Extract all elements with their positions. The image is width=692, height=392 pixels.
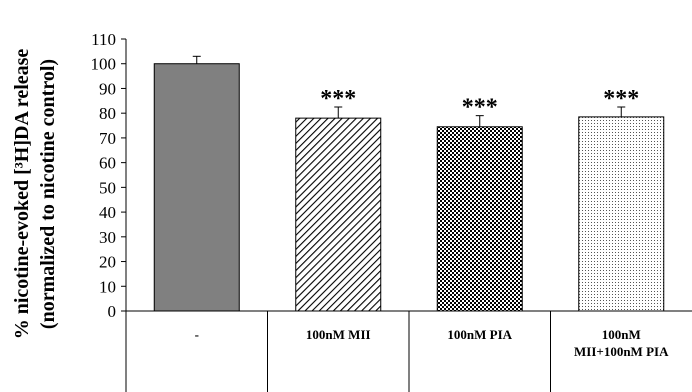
x-axis-table: - 100nM MII 100nM PIA 100nM MII+100nM PIA <box>125 310 692 392</box>
y-tick-label: 0 <box>108 302 117 321</box>
y-tick-label: 90 <box>99 79 116 98</box>
y-tick-label: 70 <box>99 129 116 148</box>
y-tick-label: 10 <box>99 277 116 296</box>
y-tick-label: 60 <box>99 154 116 173</box>
y-tick-label: 50 <box>99 178 116 197</box>
y-tick-label: 20 <box>99 253 116 272</box>
bar <box>295 117 382 312</box>
category-label: 100nM MII <box>306 327 371 342</box>
bar <box>153 63 240 312</box>
y-tick-label: 30 <box>99 228 116 247</box>
bars: *** *** *** <box>153 55 665 312</box>
y-tick-label: 40 <box>99 203 116 222</box>
category-label: 100nM <box>602 327 641 342</box>
category-label: MII+100nM PIA <box>574 344 669 359</box>
category-label: - <box>195 327 199 342</box>
y-tick-label: 100 <box>91 55 117 74</box>
significance-label: *** <box>603 86 639 112</box>
significance-label: *** <box>462 95 498 121</box>
significance-label: *** <box>320 86 356 112</box>
y-tick-label: 110 <box>91 30 116 49</box>
bar <box>436 126 523 312</box>
y-tick-label: 80 <box>99 104 116 123</box>
y-axis-label-line2: (normalized to nicotine control) <box>37 59 59 329</box>
y-axis-label: % nicotine-evoked [³H]DA release (normal… <box>11 49 59 340</box>
y-axis-label-line1: % nicotine-evoked [³H]DA release <box>11 49 33 340</box>
bar <box>578 116 665 312</box>
category-label: 100nM PIA <box>447 327 512 342</box>
y-axis: 0 10 20 30 40 50 60 70 80 90 100 110 <box>91 30 127 321</box>
